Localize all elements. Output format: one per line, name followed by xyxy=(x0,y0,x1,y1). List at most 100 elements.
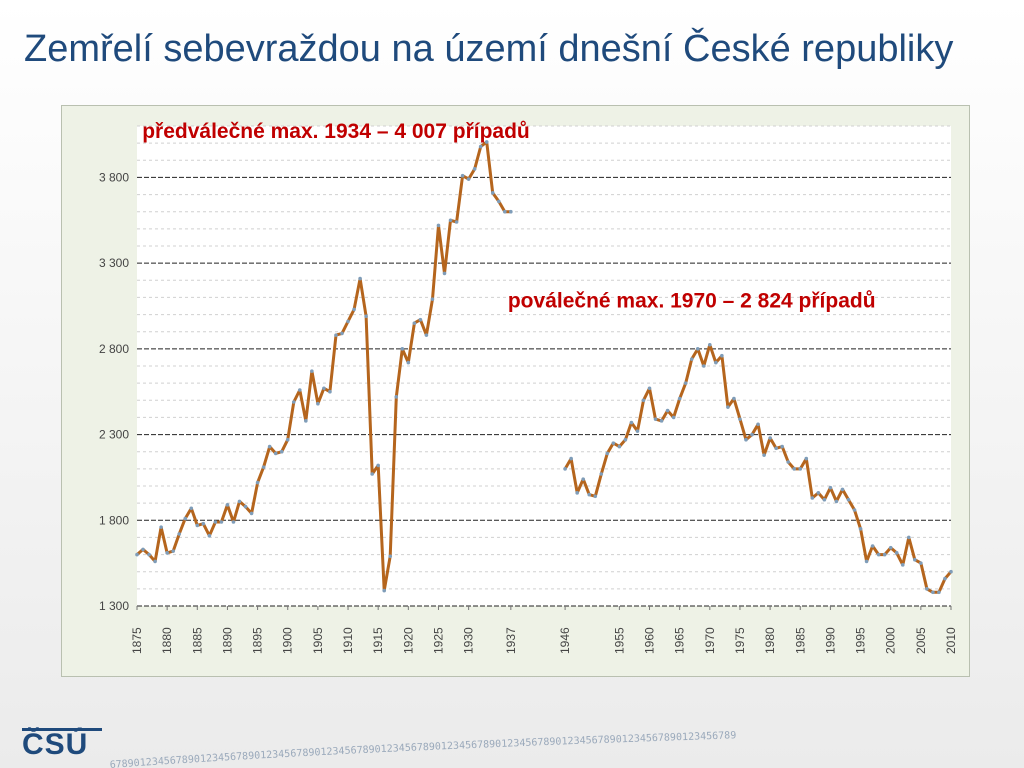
data-point xyxy=(394,395,399,399)
chart-frame: 1 300 1 800 2 300 2 800 3 300 3 800 1875 1880 18… xyxy=(61,105,970,677)
data-point xyxy=(665,408,670,413)
data-point xyxy=(478,144,483,149)
data-point xyxy=(267,444,272,449)
data-point xyxy=(840,487,845,492)
data-point xyxy=(822,497,827,502)
data-point xyxy=(412,321,417,325)
data-point xyxy=(424,333,429,337)
data-point xyxy=(641,398,646,403)
data-point xyxy=(882,552,887,557)
data-point xyxy=(671,415,676,420)
data-point xyxy=(364,314,368,319)
data-point xyxy=(358,276,362,281)
x-tick-label: 1970 xyxy=(703,627,717,654)
data-point xyxy=(153,559,157,564)
chart-annotation: předválečné max. 1934 – 4 007 případů xyxy=(142,120,530,143)
data-point xyxy=(340,331,344,336)
x-tick-label: 1937 xyxy=(504,627,518,654)
x-tick-label: 2010 xyxy=(944,627,958,654)
data-point xyxy=(906,535,911,540)
x-tick-label: 1885 xyxy=(190,627,204,654)
data-point xyxy=(653,417,658,421)
y-tick-label: 3 800 xyxy=(99,170,129,184)
data-point xyxy=(931,590,935,595)
data-point xyxy=(334,333,338,337)
data-point xyxy=(503,209,507,214)
x-tick-label: 1960 xyxy=(643,627,657,654)
data-point xyxy=(701,364,706,368)
data-point xyxy=(249,511,254,516)
data-point xyxy=(201,521,206,526)
data-point xyxy=(647,386,652,391)
data-point xyxy=(659,419,664,423)
data-point xyxy=(876,552,881,557)
x-tick-label: 1975 xyxy=(733,627,747,654)
data-point xyxy=(768,436,772,440)
x-tick-label: 1955 xyxy=(612,627,626,654)
data-point xyxy=(388,554,393,559)
data-point xyxy=(599,472,604,476)
x-tick-label: 1985 xyxy=(793,627,807,654)
svg-text:678901234567890123456789012345: 6789012345678901234567890123456789012345… xyxy=(110,730,736,768)
data-point xyxy=(937,590,941,595)
data-point xyxy=(460,173,465,178)
x-tick-label: 1990 xyxy=(823,627,837,654)
data-point xyxy=(448,218,453,223)
data-point xyxy=(298,388,302,392)
x-tick-label: 1946 xyxy=(558,627,572,654)
data-point xyxy=(147,552,151,557)
data-point xyxy=(894,551,899,555)
line-chart: 1 300 1 800 2 300 2 800 3 300 3 800 1875 1880 18… xyxy=(99,120,958,654)
data-point xyxy=(219,520,224,524)
data-point xyxy=(472,167,477,171)
x-tick-label: 2000 xyxy=(884,627,898,654)
data-point xyxy=(496,199,501,204)
data-point xyxy=(744,437,748,442)
data-point xyxy=(780,444,784,449)
data-point xyxy=(400,347,405,351)
data-point xyxy=(454,220,459,224)
data-point xyxy=(762,453,766,457)
data-point xyxy=(738,417,742,421)
data-point xyxy=(888,545,893,550)
data-point xyxy=(261,465,266,469)
data-point xyxy=(689,357,694,361)
csu-logo: ČSÚ xyxy=(22,728,89,761)
data-point xyxy=(279,449,284,454)
data-point xyxy=(913,557,917,562)
data-point xyxy=(207,533,212,538)
data-point xyxy=(683,381,688,385)
data-point xyxy=(346,319,350,324)
data-point xyxy=(225,503,230,507)
data-point xyxy=(291,400,296,404)
data-point xyxy=(322,386,326,391)
data-point xyxy=(316,401,320,406)
data-point xyxy=(352,307,356,312)
data-point xyxy=(605,451,610,456)
data-point xyxy=(183,516,188,521)
data-point xyxy=(864,559,869,564)
data-point xyxy=(810,496,815,500)
x-tick-label: 1930 xyxy=(462,627,476,654)
data-point xyxy=(732,396,736,401)
data-point xyxy=(617,444,622,449)
data-point xyxy=(509,209,513,214)
data-point xyxy=(846,497,851,502)
x-tick-label: 1895 xyxy=(251,627,265,654)
data-point xyxy=(623,437,628,442)
footer-digits-decoration: 6789012345678901234567890123456789012345… xyxy=(110,730,736,768)
data-point xyxy=(593,494,598,499)
data-point xyxy=(231,520,236,524)
data-point xyxy=(919,561,923,565)
data-point xyxy=(490,191,495,195)
data-point xyxy=(189,506,194,511)
data-point xyxy=(165,551,169,555)
data-point xyxy=(243,504,248,509)
data-point xyxy=(756,422,760,427)
x-tick-label: 1905 xyxy=(311,627,325,654)
data-point xyxy=(575,491,579,495)
x-tick-label: 1920 xyxy=(401,627,415,654)
data-point xyxy=(406,360,411,365)
data-point xyxy=(816,491,821,495)
data-point xyxy=(255,480,260,485)
